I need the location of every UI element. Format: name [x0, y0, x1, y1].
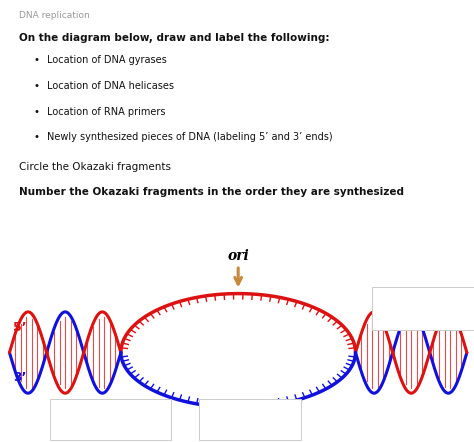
Bar	[372, 287, 474, 330]
Text: Location of DNA helicases: Location of DNA helicases	[47, 81, 174, 91]
Text: Newly synthesized pieces of DNA (labeling 5’ and 3’ ends): Newly synthesized pieces of DNA (labelin…	[47, 132, 333, 142]
Text: •: •	[33, 107, 39, 117]
Text: •: •	[33, 55, 39, 65]
Bar	[50, 399, 171, 440]
Text: Circle the Okazaki fragments: Circle the Okazaki fragments	[19, 162, 171, 172]
Text: Location of DNA gyrases: Location of DNA gyrases	[47, 55, 167, 65]
Text: •: •	[33, 81, 39, 91]
Text: •: •	[33, 132, 39, 142]
Text: Location of RNA primers: Location of RNA primers	[47, 107, 166, 117]
Text: 3’: 3’	[13, 371, 26, 384]
Text: ori: ori	[228, 249, 249, 263]
Text: On the diagram below, draw and label the following:: On the diagram below, draw and label the…	[19, 33, 329, 43]
Text: Number the Okazaki fragments in the order they are synthesized: Number the Okazaki fragments in the orde…	[19, 187, 404, 197]
Text: 5’: 5’	[13, 321, 26, 334]
Text: DNA replication: DNA replication	[19, 11, 90, 20]
Bar	[199, 399, 301, 440]
